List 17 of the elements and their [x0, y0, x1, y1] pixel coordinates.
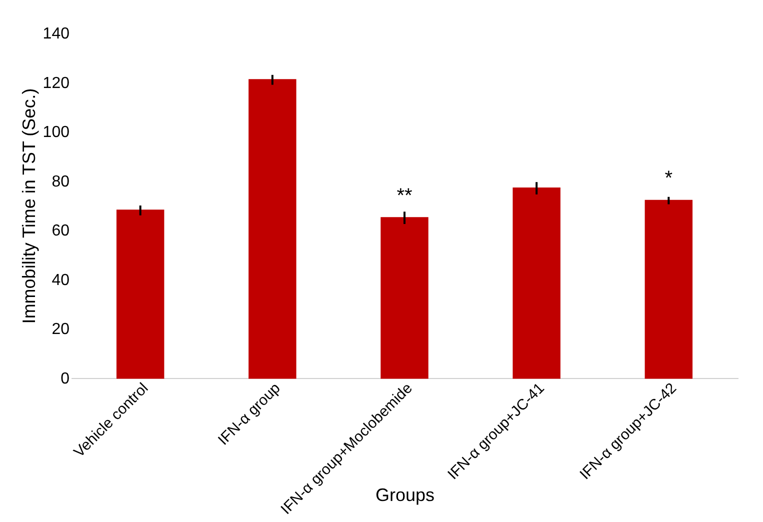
y-tick-label: 80 [52, 173, 70, 190]
bar [248, 79, 296, 379]
y-axis-title: Immobility Time in TST (Sec.) [18, 88, 39, 324]
bar [644, 200, 693, 379]
x-axis-title: Groups [375, 485, 435, 506]
y-tick-label: 40 [52, 272, 70, 289]
annotation: * [664, 168, 673, 190]
y-tick-label: 140 [42, 26, 70, 42]
y-tick-label: 0 [60, 370, 70, 388]
y-tick-label: 120 [42, 74, 70, 92]
y-tick-label: 60 [52, 222, 70, 240]
bar [380, 217, 428, 379]
bar [116, 210, 164, 379]
bar [512, 188, 560, 379]
y-tick-label: 100 [42, 124, 70, 142]
annotation: ** [396, 184, 412, 207]
y-tick-label: 20 [52, 321, 70, 338]
